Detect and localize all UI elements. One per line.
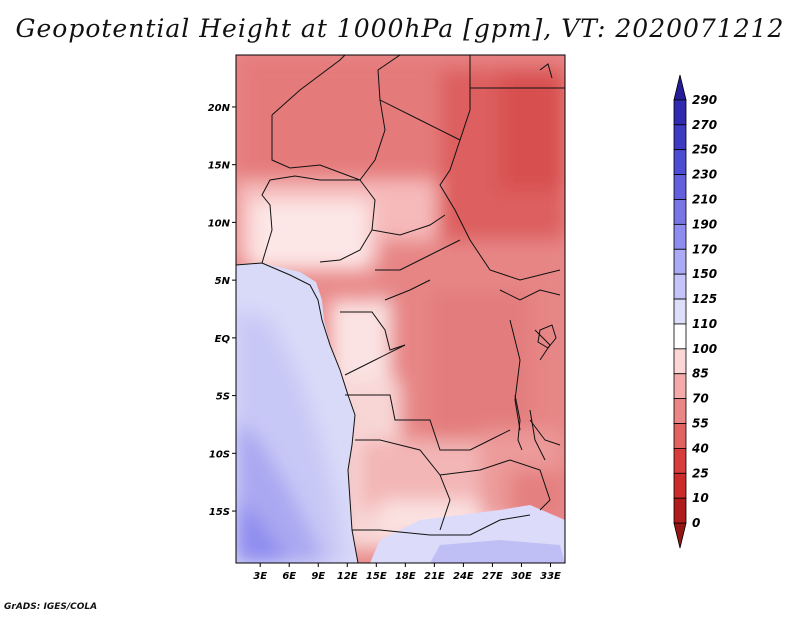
lon-label: 3E <box>253 571 267 582</box>
lon-label: 6E <box>282 571 296 582</box>
lat-label: 5S <box>216 392 230 403</box>
lon-label: 12E <box>337 571 358 582</box>
colorbar-bin <box>673 199 687 225</box>
colorbar-bin <box>673 149 687 175</box>
map-title: Geopotential Height at 1000hPa [gpm], VT… <box>15 14 785 43</box>
colorbar-label: 25 <box>692 466 709 480</box>
lon-label: 15E <box>366 571 387 582</box>
colorbar-label: 290 <box>692 93 717 107</box>
colorbar-label: 0 <box>692 516 700 530</box>
colorbar-label: 100 <box>692 342 717 356</box>
colorbar-bin <box>673 373 687 400</box>
longitude-axis: 3E 6E 9E 12E 15E 18E 21E 24E 27E 30E 33E <box>253 563 561 582</box>
lat-label: 15S <box>209 507 230 518</box>
lon-label: 21E <box>424 571 445 582</box>
colorbar-label: 40 <box>691 441 709 455</box>
colorbar-bin <box>673 223 687 250</box>
lat-label: 15N <box>208 161 231 172</box>
colorbar-bin <box>673 398 687 424</box>
lat-label: 10N <box>208 218 231 229</box>
colorbar-bin <box>673 497 687 524</box>
lon-label: 24E <box>453 571 474 582</box>
lon-label: 33E <box>540 571 561 582</box>
colorbar-bin <box>673 323 687 350</box>
colorbar-bin <box>673 124 687 151</box>
country-borders <box>261 55 565 536</box>
lat-label: EQ <box>215 334 231 345</box>
colorbar-label: 70 <box>692 392 709 406</box>
colorbar-bin <box>673 298 687 325</box>
lat-label: 10S <box>209 449 230 460</box>
coastline <box>236 262 359 563</box>
colorbar: 2902702502302101901701501251101008570554… <box>673 74 717 549</box>
colorbar-label: 10 <box>692 491 709 505</box>
colorbar-bin <box>673 522 687 549</box>
lon-label: 18E <box>395 571 416 582</box>
colorbar-label: 125 <box>692 292 717 306</box>
lon-label: 30E <box>511 571 532 582</box>
lon-label: 27E <box>482 571 503 582</box>
colorbar-bin <box>673 174 687 200</box>
colorbar-bin <box>673 448 687 474</box>
colorbar-bin <box>673 273 687 300</box>
colorbar-label: 250 <box>692 143 717 157</box>
lat-label: 20N <box>208 103 231 114</box>
colorbar-bin <box>673 248 687 275</box>
footer-credit: GrADS: IGES/COLA <box>4 602 98 612</box>
colorbar-label: 150 <box>692 267 717 281</box>
colorbar-bin <box>673 74 687 101</box>
latitude-axis: 20N 15N 10N 5N EQ 5S 10S 15S <box>208 103 236 518</box>
colorbar-label: 85 <box>692 367 709 381</box>
colorbar-bin <box>673 99 687 126</box>
colorbar-bin <box>673 423 687 449</box>
colorbar-bin <box>673 472 687 499</box>
colorbar-label: 170 <box>692 242 717 256</box>
map-frame <box>235 54 566 564</box>
lon-label: 9E <box>311 571 325 582</box>
colorbar-bin <box>673 348 687 375</box>
colorbar-label: 55 <box>692 417 709 431</box>
colorbar-label: 210 <box>692 192 717 206</box>
colorbar-label: 190 <box>692 217 717 231</box>
lat-label: 5N <box>215 276 231 287</box>
lakes <box>514 63 557 461</box>
colorbar-label: 230 <box>692 168 717 182</box>
colorbar-label: 110 <box>692 317 717 331</box>
height-field <box>236 55 565 563</box>
colorbar-label: 270 <box>692 118 717 132</box>
